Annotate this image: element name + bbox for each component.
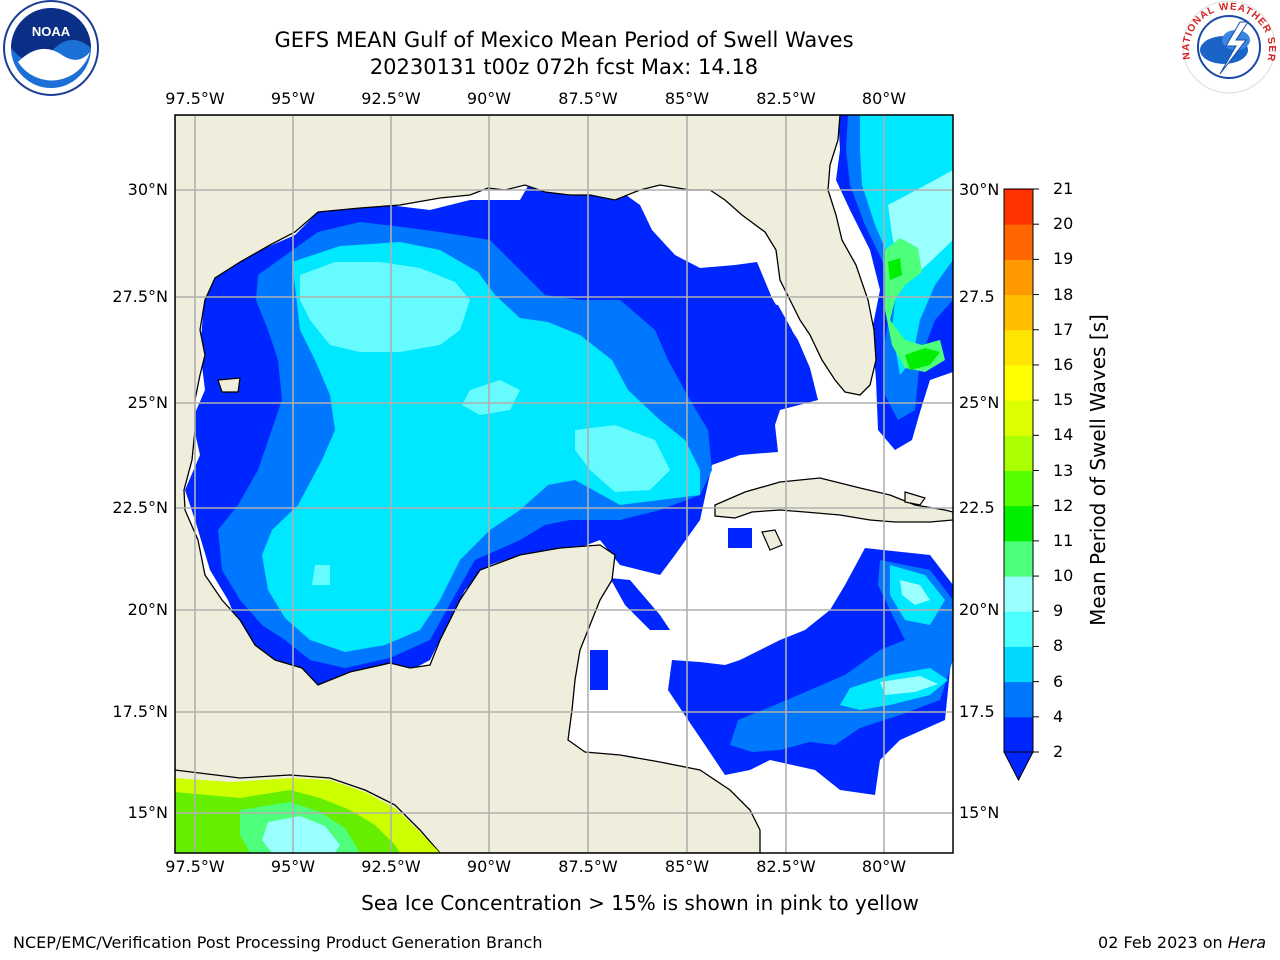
colorbar-tick-label: 11 (1053, 530, 1074, 550)
nws-logo-text: NATIONAL WEATHER SERVICE (0, 0, 1277, 63)
colorbar-band (1004, 611, 1033, 647)
colorbar-tick-label: 4 (1053, 706, 1064, 726)
colorbar-band (1004, 435, 1033, 471)
lon-tick-label: 87.5°W (558, 857, 618, 876)
lat-tick-label: 17.5 (959, 702, 995, 721)
colorbar-tick-label: 2 (1053, 742, 1064, 761)
map-area (175, 115, 953, 853)
lat-tick-label: 30°N (959, 180, 1000, 199)
colorbar-band (1004, 540, 1033, 577)
colorbar-band (1004, 716, 1033, 753)
sea-ice-note-text: Sea Ice Concentration > 15% is shown in … (361, 891, 919, 915)
lon-tick-label: 97.5°W (165, 857, 225, 876)
colorbar (1003, 188, 1039, 782)
footer-host: Hera (1227, 933, 1266, 952)
colorbar-tick-label: 10 (1053, 566, 1074, 586)
lat-tick-label: 20°N (127, 600, 168, 619)
colorbar-tick-label: 19 (1053, 249, 1074, 269)
noaa-logo-text: NOAA (32, 24, 71, 39)
lon-tick-label: 95°W (270, 89, 316, 108)
yucatan-channel-swell (712, 420, 778, 548)
lat-tick-label: 30°N (127, 180, 168, 199)
colorbar-band (1004, 400, 1033, 436)
chart-title: GEFS MEAN Gulf of Mexico Mean Period of … (274, 28, 854, 52)
colorbar-band (1004, 189, 1033, 225)
lat-tick-label: 22.5°N (112, 498, 168, 517)
colorbar-band (1004, 364, 1033, 401)
land-islands (217, 377, 926, 551)
colorbar-band (1004, 329, 1033, 366)
pacific-swell-8-9s (262, 816, 340, 853)
lon-tick-label: 82.5°W (756, 857, 816, 876)
lat-tick-label: 22.5 (959, 498, 995, 517)
lon-tick-label: 95°W (270, 857, 316, 876)
colorbar-band (1004, 259, 1033, 296)
noaa-logo: NOAA (3, 0, 99, 96)
colorbar-extend-arrow (1003, 751, 1034, 782)
colorbar-band (1004, 646, 1033, 683)
caribbean-swell-8-9s (880, 580, 938, 695)
colorbar-tick-label: 13 (1053, 460, 1074, 480)
colorbar-band (1004, 681, 1033, 718)
colorbar-tick-label: 12 (1053, 495, 1074, 515)
lon-tick-label: 92.5°W (361, 89, 421, 108)
colorbar-band (1004, 224, 1033, 260)
lon-tick-label: 80°W (861, 857, 907, 876)
gulf-swell-8-9s (300, 262, 670, 585)
lon-tick-label: 80°W (861, 89, 907, 108)
colorbar-title: Mean Period of Swell Waves [s] (1086, 314, 1110, 626)
colorbar-tick-label: 9 (1053, 601, 1064, 621)
lat-tick-label: 17.5°N (112, 702, 168, 721)
colorbar-tick-label: 14 (1053, 425, 1074, 445)
colorbar-tick-label: 17 (1053, 319, 1074, 339)
colorbar-band (1004, 470, 1033, 507)
lon-tick-label: 82.5°W (756, 89, 816, 108)
footer-date-text: 02 Feb 2023 on (1098, 933, 1228, 952)
colorbar-band (1004, 576, 1033, 612)
lat-tick-label: 20°N (959, 600, 1000, 619)
atlantic-swell-10-11s (888, 258, 940, 370)
lat-tick-label: 27.5 (959, 287, 995, 306)
map-frame (174, 114, 954, 854)
colorbar-tick-label: 6 (1053, 671, 1064, 691)
colorbar-tick-label: 15 (1053, 390, 1074, 410)
colorbar-tick-label: 8 (1053, 636, 1064, 656)
footer-date: 02 Feb 2023 on Hera (1098, 933, 1266, 952)
lon-tick-label: 92.5°W (361, 857, 421, 876)
colorbar-tick-label: 16 (1053, 354, 1074, 374)
chart-subtitle: 20230131 t00z 072h fcst Max: 14.18 (369, 55, 759, 79)
lon-tick-label: 90°W (466, 89, 512, 108)
lon-tick-label: 87.5°W (558, 89, 618, 108)
lat-tick-label: 15°N (127, 803, 168, 822)
lat-tick-label: 27.5°N (112, 287, 168, 306)
colorbar-band (1004, 505, 1033, 542)
sea-ice-note: Sea Ice Concentration > 15% is shown in … (0, 891, 1280, 915)
lon-tick-label: 85°W (664, 89, 710, 108)
lat-tick-label: 15°N (959, 803, 1000, 822)
lon-tick-label: 97.5°W (165, 89, 225, 108)
lon-tick-label: 85°W (664, 857, 710, 876)
colorbar-tick-label: 21 (1053, 179, 1074, 198)
lat-tick-label: 25°N (127, 393, 168, 412)
lat-tick-label: 25°N (959, 393, 1000, 412)
nws-logo: NATIONAL WEATHER SERVICE (0, 0, 1277, 94)
lon-tick-label: 90°W (466, 857, 512, 876)
gridlines (175, 115, 953, 853)
fl-west-swell (688, 290, 812, 400)
footer-branch: NCEP/EMC/Verification Post Processing Pr… (13, 933, 543, 952)
land-cuba (714, 477, 953, 523)
colorbar-tick-label: 20 (1053, 214, 1074, 234)
colorbar-band (1004, 294, 1033, 331)
colorbar-tick-label: 18 (1053, 284, 1074, 304)
